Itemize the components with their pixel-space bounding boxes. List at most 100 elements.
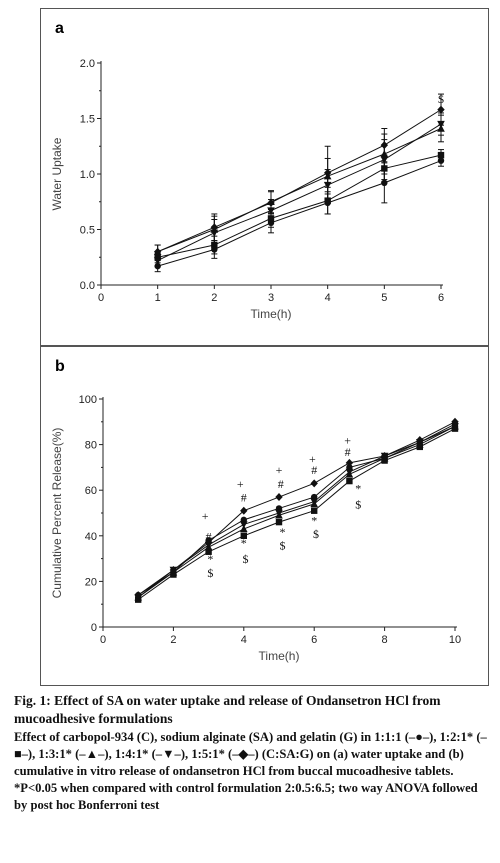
panel-label: a bbox=[55, 20, 64, 37]
data-point bbox=[240, 524, 248, 533]
x-axis-title: Time(h) bbox=[259, 649, 300, 663]
data-point bbox=[345, 468, 354, 476]
y-tick-label: 0.5 bbox=[80, 225, 95, 237]
significance-marker: * bbox=[355, 481, 361, 495]
data-point bbox=[153, 257, 162, 265]
water-uptake-chart: a 0 1 2 3 4 5 6 0.0 0.5 1.0 1.5 2.0 Time(h) Water Upta… bbox=[50, 20, 445, 321]
data-point bbox=[240, 506, 248, 515]
significance-marker: * bbox=[241, 536, 247, 550]
x-tick-label: 4 bbox=[241, 634, 247, 646]
series-triangle-up bbox=[153, 114, 445, 259]
data-point bbox=[205, 548, 212, 555]
x-tick-label: 8 bbox=[382, 634, 388, 646]
y-tick-label: 80 bbox=[85, 440, 97, 452]
data-point bbox=[153, 247, 162, 256]
data-point bbox=[437, 151, 445, 159]
y-axis-title: Cumulative Percent Release(%) bbox=[50, 428, 64, 599]
x-tick-label: 2 bbox=[170, 634, 176, 646]
chart-panel-b: b 0 2 4 6 8 10 0 20 40 60 80 100 Time(h) Cumulative Pe… bbox=[40, 346, 489, 686]
x-tick-label: 3 bbox=[268, 292, 274, 304]
figure-caption: Fig. 1: Effect of SA on water uptake and… bbox=[14, 692, 492, 814]
series-line bbox=[157, 154, 442, 258]
series-square bbox=[154, 149, 445, 264]
significance-marker: $ bbox=[207, 566, 213, 580]
series-triangle-down bbox=[134, 423, 459, 602]
significance-marker: * bbox=[207, 552, 213, 566]
significance-marker: # bbox=[278, 477, 284, 491]
x-tick-label: 2 bbox=[211, 292, 217, 304]
series-circle bbox=[154, 154, 445, 273]
data-point bbox=[169, 566, 178, 574]
data-point bbox=[210, 223, 219, 232]
data-point bbox=[134, 591, 142, 600]
significance-marker: # bbox=[241, 491, 247, 505]
caption-body: Effect of carbopol-934 (C), sodium algin… bbox=[14, 730, 487, 812]
y-tick-label: 20 bbox=[85, 576, 97, 588]
y-tick-label: 1.0 bbox=[80, 169, 95, 181]
data-point bbox=[451, 417, 459, 426]
y-tick-label: 40 bbox=[85, 531, 97, 543]
series-diamond bbox=[153, 93, 445, 259]
y-tick-label: 0 bbox=[91, 622, 97, 634]
significance-marker: $ bbox=[280, 538, 286, 552]
y-axis-title: Water Uptake bbox=[50, 137, 64, 210]
data-point bbox=[346, 477, 353, 485]
data-point bbox=[380, 452, 389, 460]
series-triangle-up bbox=[134, 422, 459, 601]
y-tick-label: 60 bbox=[85, 485, 97, 497]
y-tick-label: 100 bbox=[79, 394, 97, 406]
significance-marker: + bbox=[309, 452, 316, 466]
series-line bbox=[157, 123, 442, 262]
x-tick-label: 0 bbox=[100, 634, 106, 646]
significance-marker: + bbox=[202, 509, 209, 523]
x-tick-label: 5 bbox=[381, 292, 387, 304]
data-point bbox=[204, 538, 213, 547]
x-tick-label: 4 bbox=[325, 292, 331, 304]
data-point bbox=[240, 532, 247, 539]
significance-marker: # bbox=[311, 463, 317, 477]
data-point bbox=[451, 423, 459, 431]
caption-title: Fig. 1: Effect of SA on water uptake and… bbox=[14, 693, 441, 726]
y-tick-label: 2.0 bbox=[80, 58, 95, 70]
x-tick-label: 1 bbox=[155, 292, 161, 304]
data-point bbox=[345, 458, 354, 467]
significance-marker: # bbox=[345, 445, 351, 459]
data-point bbox=[323, 168, 332, 177]
significance-marker: $ bbox=[313, 527, 319, 541]
data-point bbox=[310, 479, 318, 488]
data-point bbox=[275, 509, 283, 517]
x-tick-label: 6 bbox=[438, 292, 444, 304]
series-line bbox=[157, 109, 442, 253]
significance-marker: $ bbox=[355, 497, 361, 511]
data-point bbox=[240, 521, 248, 529]
significance-marker: # bbox=[206, 529, 212, 543]
significance-marker: $ bbox=[243, 552, 249, 566]
significance-marker: * bbox=[280, 525, 286, 539]
series-diamond bbox=[134, 417, 459, 600]
series-line bbox=[157, 128, 442, 253]
data-point bbox=[275, 518, 283, 526]
significance-marker: $ bbox=[438, 92, 444, 106]
data-point bbox=[416, 436, 424, 445]
significance-marker: + bbox=[237, 477, 244, 491]
data-point bbox=[380, 141, 389, 150]
x-tick-label: 6 bbox=[311, 634, 317, 646]
significance-marker: + bbox=[344, 434, 351, 448]
significance-marker: * bbox=[311, 513, 317, 527]
data-point bbox=[437, 105, 445, 114]
chart-panel-a: a 0 1 2 3 4 5 6 0.0 0.5 1.0 1.5 2.0 Time(h) Water Upta… bbox=[40, 8, 489, 346]
x-tick-label: 0 bbox=[98, 292, 104, 304]
data-point bbox=[310, 498, 318, 506]
y-tick-label: 0.0 bbox=[80, 280, 95, 292]
y-tick-label: 1.5 bbox=[80, 114, 95, 126]
data-point bbox=[267, 198, 275, 207]
series-line bbox=[137, 421, 456, 596]
data-point bbox=[275, 493, 283, 502]
data-point bbox=[311, 507, 318, 514]
x-axis-title: Time(h) bbox=[251, 307, 292, 321]
panel-label: b bbox=[55, 358, 65, 375]
x-tick-label: 10 bbox=[449, 634, 461, 646]
series-line bbox=[137, 428, 456, 601]
significance-marker: + bbox=[276, 463, 283, 477]
